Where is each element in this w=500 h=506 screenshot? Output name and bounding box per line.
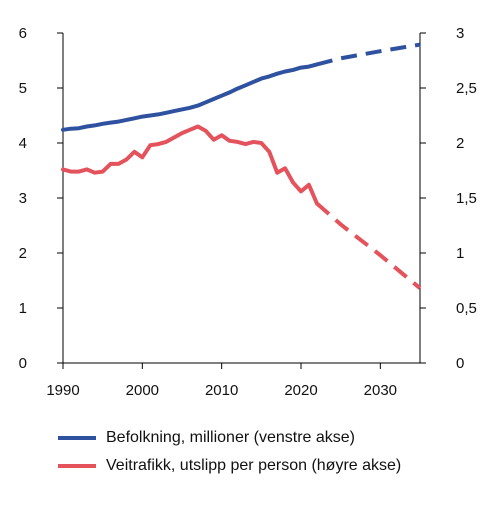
legend-swatch-population xyxy=(58,436,96,440)
right-axis-tick-label: 1 xyxy=(456,245,464,262)
right-axis-tick-label: 3 xyxy=(456,25,464,42)
line-chart: 0 1 2 3 4 5 6 0 0,5 1 1,5 2 2,5 3 1990 2000 2010 2020 2030 xyxy=(19,25,477,399)
series-line-road-traffic xyxy=(61,124,319,206)
legend-label-road-traffic: Veitrafikk, utslipp per person (høyre ak… xyxy=(106,457,402,474)
axes: 0 1 2 3 4 5 6 0 0,5 1 1,5 2 2,5 3 1990 2000 2010 2020 2030 xyxy=(19,25,477,399)
x-axis-tick-label: 1990 xyxy=(46,382,79,399)
series-projection-population xyxy=(316,42,421,67)
left-axis-tick-label: 4 xyxy=(19,135,27,152)
x-axis-tick-label: 2000 xyxy=(126,382,159,399)
legend: Befolkning, millioner (venstre akse) Vei… xyxy=(58,427,401,483)
left-axis-tick-label: 2 xyxy=(19,245,27,262)
series-projection-road-traffic xyxy=(315,201,422,290)
legend-item-road-traffic: Veitrafikk, utslipp per person (høyre ak… xyxy=(58,455,401,477)
right-axis-tick-label: 0,5 xyxy=(456,300,477,317)
legend-label-population: Befolkning, millioner (venstre akse) xyxy=(106,429,355,446)
left-axis-tick-label: 0 xyxy=(19,355,27,372)
series-lines xyxy=(61,42,422,290)
legend-swatch-road-traffic xyxy=(58,464,96,468)
x-axis-tick-label: 2030 xyxy=(364,382,397,399)
left-axis-tick-label: 5 xyxy=(19,80,27,97)
x-axis-tick-label: 2010 xyxy=(205,382,238,399)
right-axis-tick-label: 1,5 xyxy=(456,190,477,207)
series-line-population xyxy=(61,62,319,132)
legend-item-population: Befolkning, millioner (venstre akse) xyxy=(58,427,401,449)
right-axis-tick-label: 2,5 xyxy=(456,80,477,97)
right-axis-tick-label: 2 xyxy=(456,135,464,152)
left-axis-tick-label: 1 xyxy=(19,300,27,317)
left-axis-tick-label: 3 xyxy=(19,190,27,207)
left-axis-tick-label: 6 xyxy=(19,25,27,42)
x-axis-tick-label: 2020 xyxy=(284,382,317,399)
right-axis-tick-label: 0 xyxy=(456,355,464,372)
